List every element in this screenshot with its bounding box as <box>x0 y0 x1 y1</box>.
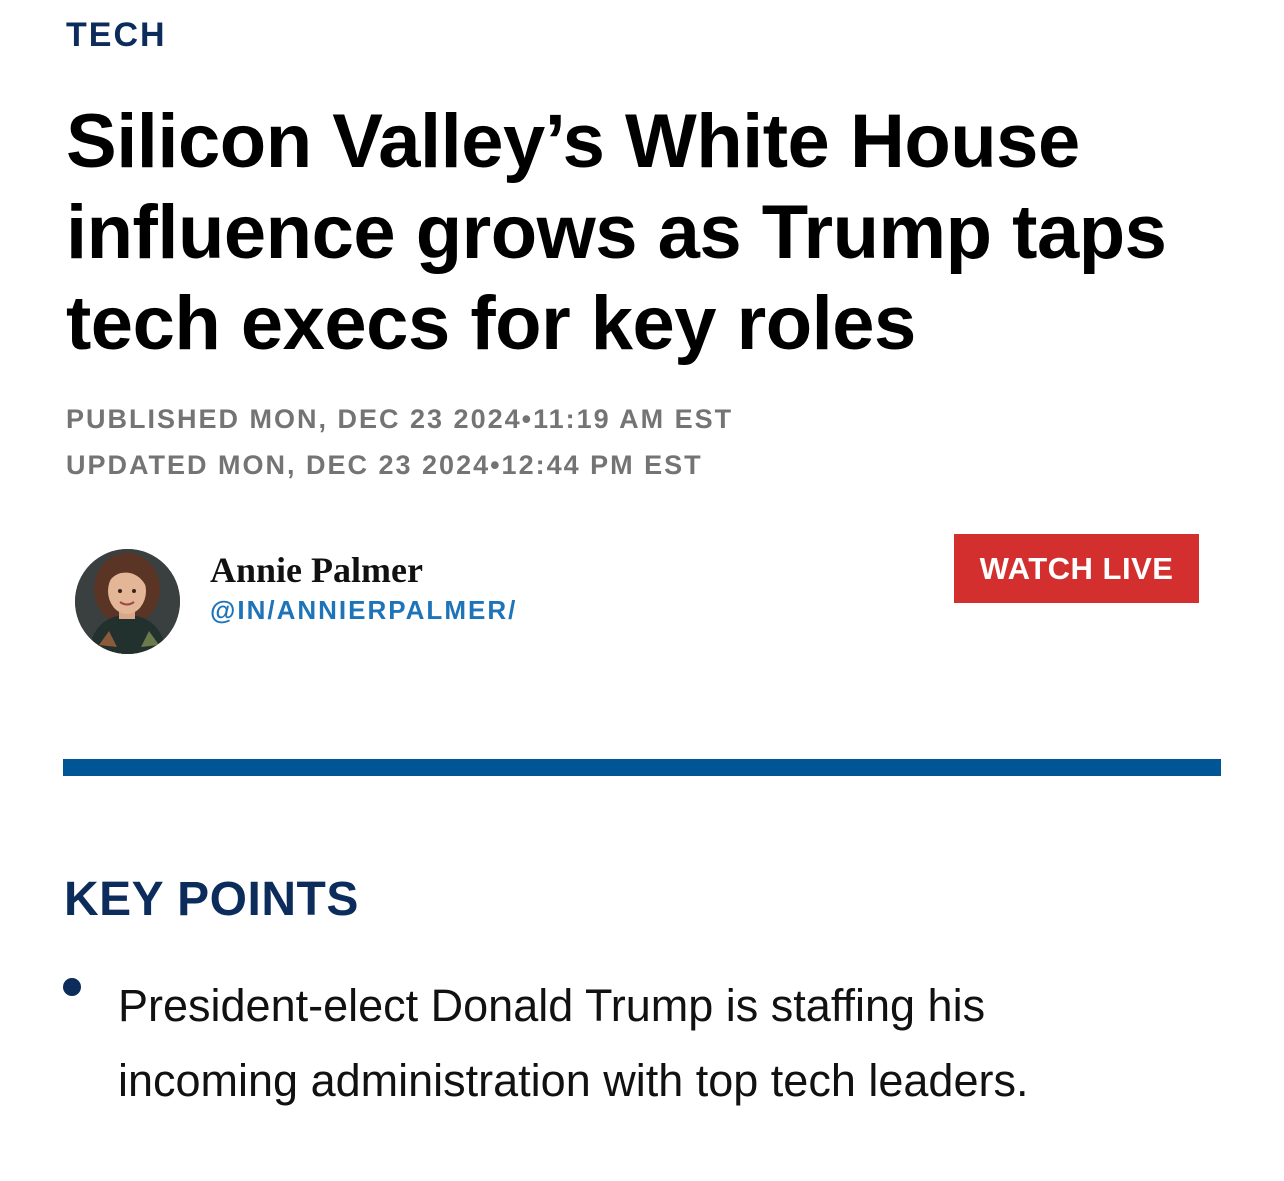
article-headline: Silicon Valley’s White House influence g… <box>66 99 1167 366</box>
bullet-icon <box>63 978 81 996</box>
watch-live-button[interactable]: WATCH LIVE <box>954 534 1199 603</box>
key-points-heading: KEY POINTS <box>64 873 359 926</box>
author-avatar[interactable] <box>75 549 180 654</box>
key-point-item: President-elect Donald Trump is staffing… <box>0 968 1128 1118</box>
key-point-text: President-elect Donald Trump is staffing… <box>118 980 1029 1106</box>
article-timestamps: PUBLISHED MON, DEC 23 2024•11:19 AM EST … <box>66 396 733 488</box>
updated-time: UPDATED MON, DEC 23 2024•12:44 PM EST <box>66 450 703 480</box>
section-link-tech[interactable]: TECH <box>66 16 167 54</box>
author-name[interactable]: Annie Palmer <box>210 550 423 590</box>
published-time: PUBLISHED MON, DEC 23 2024•11:19 AM EST <box>66 404 734 434</box>
author-byline: Annie Palmer @IN/ANNIERPALMER/ <box>75 549 635 655</box>
author-photo-icon <box>75 549 180 654</box>
key-points-list: President-elect Donald Trump is staffing… <box>0 968 1284 1118</box>
section-divider <box>63 759 1221 776</box>
author-linkedin-link[interactable]: @IN/ANNIERPALMER/ <box>210 595 518 625</box>
